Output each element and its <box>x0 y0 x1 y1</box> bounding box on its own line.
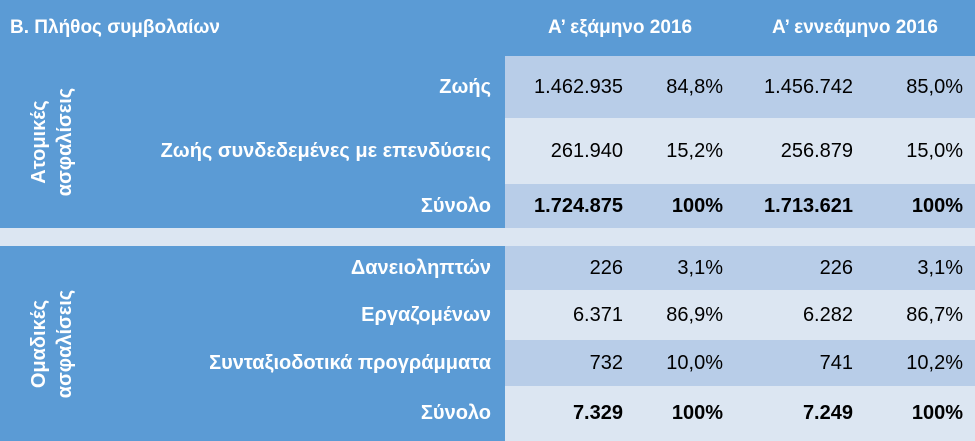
section-label-line: ασφαλίσεις <box>54 289 77 398</box>
cell-h1-value: 6.371 <box>505 290 635 340</box>
cell-9m-value: 256.879 <box>735 118 865 184</box>
cell-h1-value: 1.462.935 <box>505 56 635 118</box>
cell-9m-value-total: 7.249 <box>735 386 865 441</box>
cell-9m-value: 741 <box>735 340 865 386</box>
row-label: Συνταξιοδοτικά προγράμματα <box>104 340 505 386</box>
section-separator <box>0 228 975 246</box>
cell-h1-pct-total: 100% <box>635 184 735 228</box>
row-label: Ζωής <box>104 56 505 118</box>
row-label: Εργαζομένων <box>104 290 505 340</box>
row-label: Ζωής συνδεδεμένες με επενδύσεις <box>104 118 505 184</box>
cell-h1-pct: 3,1% <box>635 246 735 290</box>
cell-9m-pct-total: 100% <box>865 386 975 441</box>
section-label-line: ασφαλίσεις <box>54 87 77 197</box>
cell-9m-pct: 15,0% <box>865 118 975 184</box>
cell-9m-pct: 85,0% <box>865 56 975 118</box>
cell-h1-value-total: 1.724.875 <box>505 184 635 228</box>
cell-h1-value: 261.940 <box>505 118 635 184</box>
cell-9m-value-total: 1.713.621 <box>735 184 865 228</box>
row-label-total: Σύνολο <box>104 184 505 228</box>
cell-h1-pct: 84,8% <box>635 56 735 118</box>
cell-h1-value: 732 <box>505 340 635 386</box>
cell-9m-value: 226 <box>735 246 865 290</box>
section-label-line: Ομαδικές <box>28 299 51 388</box>
table-title: B. Πλήθος συμβολαίων <box>0 0 505 56</box>
section-label-group: Ομαδικές ασφαλίσεις <box>0 246 104 441</box>
cell-9m-pct: 3,1% <box>865 246 975 290</box>
cell-9m-value: 6.282 <box>735 290 865 340</box>
cell-9m-value: 1.456.742 <box>735 56 865 118</box>
cell-h1-pct-total: 100% <box>635 386 735 441</box>
cell-9m-pct-total: 100% <box>865 184 975 228</box>
row-label: Δανειοληπτών <box>104 246 505 290</box>
section-label-individual: Ατομικές ασφαλίσεις <box>0 56 104 228</box>
cell-9m-pct: 10,2% <box>865 340 975 386</box>
cell-9m-pct: 86,7% <box>865 290 975 340</box>
col-header-h1-2016: Α’ εξάμηνο 2016 <box>505 0 735 56</box>
row-label-total: Σύνολο <box>104 386 505 441</box>
section-label-line: Ατομικές <box>28 100 51 184</box>
cell-h1-pct: 15,2% <box>635 118 735 184</box>
cell-h1-pct: 86,9% <box>635 290 735 340</box>
col-header-9m-2016: Α’ εννεάμηνο 2016 <box>735 0 975 56</box>
cell-h1-value: 226 <box>505 246 635 290</box>
cell-h1-value-total: 7.329 <box>505 386 635 441</box>
cell-h1-pct: 10,0% <box>635 340 735 386</box>
